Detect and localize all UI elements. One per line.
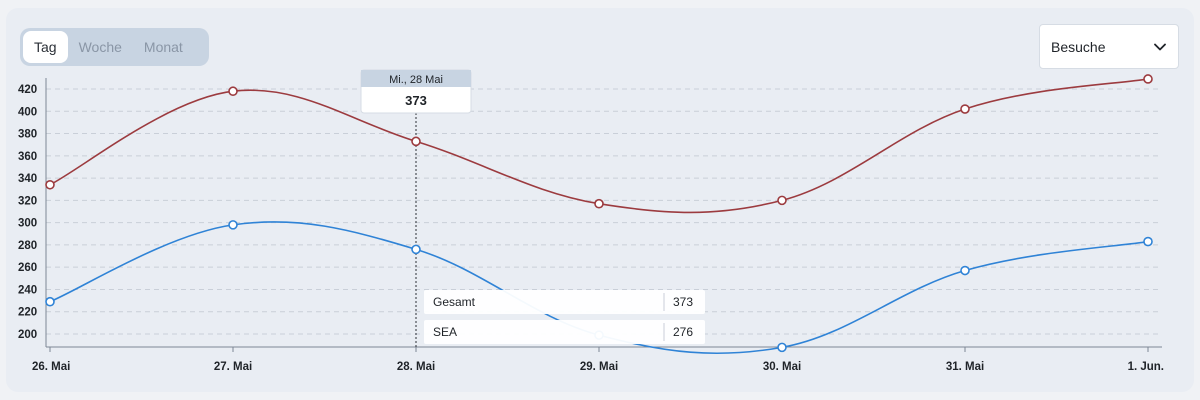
y-tick-label: 400 (18, 106, 37, 118)
tooltip-date: Mi., 28 Mai (389, 74, 443, 86)
y-tick-label: 320 (18, 195, 37, 207)
tooltip-row (424, 320, 705, 344)
x-tick-label: 29. Mai (580, 361, 618, 373)
y-tick-label: 360 (18, 151, 37, 163)
y-tick-label: 260 (18, 262, 37, 274)
metric-select[interactable]: Besuche (1039, 24, 1179, 69)
series-line-gesamt (49, 78, 1149, 214)
data-point-sea (411, 244, 421, 255)
tooltip-value: 373 (405, 93, 427, 108)
tab-week[interactable]: Woche (78, 39, 122, 55)
x-tick-label: 1. Jun. (1128, 361, 1164, 373)
y-tick-label: 200 (18, 329, 37, 341)
data-point-sea (45, 296, 55, 307)
data-point-gesamt (594, 198, 604, 209)
tooltip-row-label: SEA (433, 325, 457, 339)
data-point-sea (228, 220, 238, 230)
data-point-sea (960, 265, 970, 276)
tab-month[interactable]: Monat (143, 39, 183, 55)
tooltip-row (424, 290, 705, 314)
x-tick-label: 31. Mai (946, 361, 984, 373)
y-tick-label: 340 (18, 173, 37, 185)
y-tick-label: 280 (18, 240, 37, 252)
x-tick-label: 27. Mai (214, 361, 252, 373)
tab-day[interactable]: Tag (23, 31, 68, 63)
data-point-gesamt (1143, 74, 1153, 84)
chevron-down-icon (1154, 43, 1166, 51)
data-point-sea (777, 342, 787, 353)
tooltip-row-value: 373 (673, 295, 693, 309)
y-tick-label: 240 (18, 284, 37, 296)
y-tick-label: 420 (18, 84, 37, 96)
tooltip-header (361, 70, 471, 87)
tooltip-row-label: Gesamt (433, 295, 476, 309)
data-point-gesamt (960, 104, 970, 114)
y-tick-label: 380 (18, 129, 37, 141)
period-toggle: Tag Woche Monat (20, 28, 209, 66)
tooltip-row-value: 276 (673, 325, 693, 339)
x-tick-label: 26. Mai (32, 361, 70, 373)
x-tick-label: 30. Mai (763, 361, 801, 373)
metric-select-value: Besuche (1051, 38, 1106, 55)
data-point-gesamt (45, 179, 55, 190)
data-point-gesamt (411, 136, 421, 147)
y-tick-label: 300 (18, 218, 37, 230)
y-tick-label: 220 (18, 307, 37, 319)
x-tick-label: 28. Mai (397, 361, 435, 373)
data-point-sea (1143, 236, 1153, 247)
data-point-gesamt (777, 195, 787, 206)
data-point-gesamt (228, 86, 238, 97)
